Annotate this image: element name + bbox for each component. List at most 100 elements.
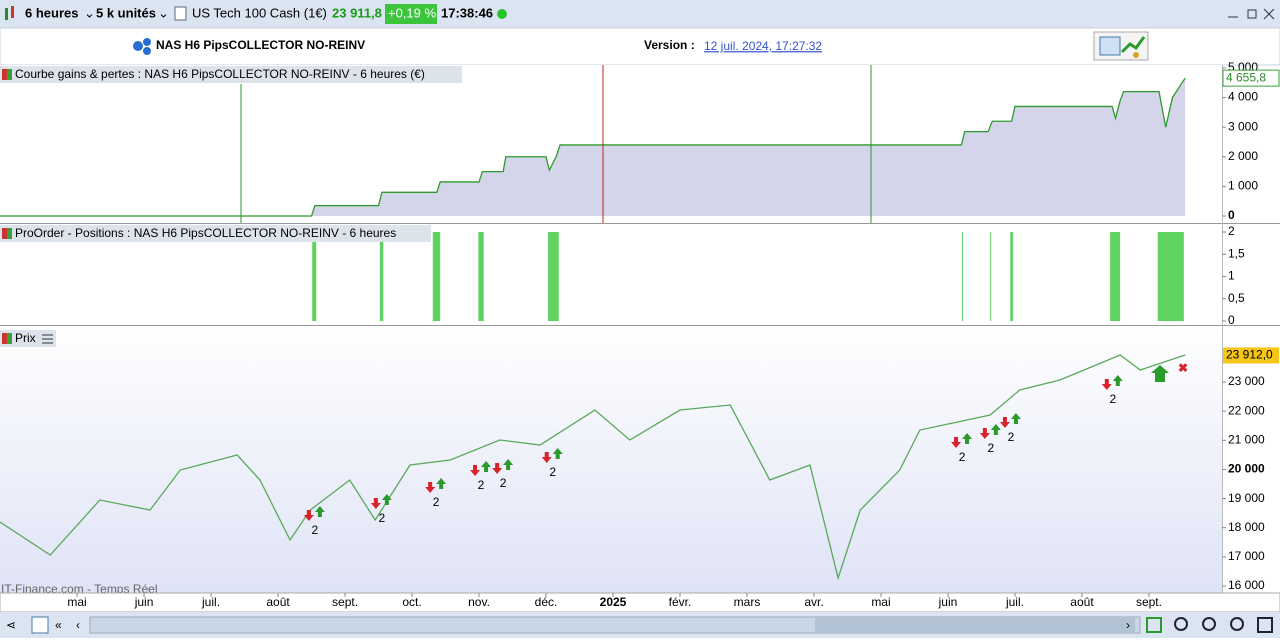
buy-arrow bbox=[990, 424, 1001, 436]
instrument[interactable]: US Tech 100 Cash (1€) bbox=[192, 5, 327, 20]
x-tick-label: août bbox=[266, 595, 290, 609]
trade: 2 bbox=[492, 459, 514, 490]
trade: 2 bbox=[541, 448, 563, 479]
x-tick-label: sept. bbox=[332, 595, 358, 609]
close-icon: ✖ bbox=[1178, 361, 1188, 375]
time: 17:38:46 bbox=[441, 5, 493, 20]
y-tick-label: 4 000 bbox=[1228, 90, 1258, 104]
sell-arrow bbox=[425, 482, 436, 494]
y-tick-label: 23 000 bbox=[1228, 374, 1265, 388]
buy-arrow bbox=[381, 494, 392, 506]
collapse-button[interactable]: « bbox=[55, 618, 62, 632]
trade-label: 2 bbox=[379, 511, 386, 525]
buy-arrow bbox=[1010, 413, 1021, 425]
trade: 2 bbox=[370, 494, 392, 525]
y-tick-label: 0,5 bbox=[1228, 291, 1245, 305]
sell-arrow bbox=[951, 437, 962, 449]
x-tick-label: sept. bbox=[1136, 595, 1162, 609]
y-tick-label: 0 bbox=[1228, 313, 1235, 327]
last-value-label: 4 655,8 bbox=[1226, 70, 1266, 84]
sell-arrow bbox=[470, 465, 481, 477]
scroll-right[interactable]: › bbox=[1126, 618, 1130, 632]
x-tick-label: mai bbox=[67, 595, 86, 609]
trade-label: 2 bbox=[549, 465, 556, 479]
dropdown-caret[interactable]: ⌄ bbox=[84, 5, 95, 20]
strategy-name: NAS H6 PipsCOLLECTOR NO-REINV bbox=[156, 38, 365, 52]
buy-arrow bbox=[503, 459, 514, 471]
sell-arrow bbox=[303, 510, 314, 522]
last-value-label: 23 912,0 bbox=[1226, 348, 1273, 362]
y-tick-label: 2 bbox=[1228, 224, 1235, 238]
trade: 2 bbox=[999, 413, 1021, 444]
trade-label: 2 bbox=[478, 478, 485, 492]
sell-arrow bbox=[999, 417, 1010, 429]
bar bbox=[1010, 232, 1013, 321]
bar bbox=[379, 232, 384, 321]
bar bbox=[1157, 232, 1184, 321]
version-label: Version : bbox=[644, 38, 695, 52]
x-tick-label: mai bbox=[871, 595, 890, 609]
sell-arrow bbox=[370, 498, 381, 510]
report-icon[interactable] bbox=[1093, 31, 1149, 61]
line bbox=[0, 354, 1186, 581]
y-tick-label: 3 000 bbox=[1228, 119, 1258, 133]
buy-arrow bbox=[1112, 375, 1123, 387]
buy-arrow bbox=[436, 478, 447, 490]
trade-label: 2 bbox=[500, 476, 507, 490]
trade: 2 bbox=[979, 424, 1001, 455]
buy-arrow bbox=[962, 433, 973, 445]
bar bbox=[432, 232, 441, 321]
timeframe-dropdown[interactable]: 6 heures bbox=[25, 5, 78, 20]
x-tick-label: 2025 bbox=[600, 595, 627, 609]
scroll-left[interactable]: ‹ bbox=[76, 618, 80, 632]
x-tick-label: juin bbox=[938, 595, 958, 609]
sell-arrow bbox=[541, 452, 552, 464]
trade-label: 2 bbox=[1109, 392, 1116, 406]
line bbox=[0, 77, 1186, 217]
title-box bbox=[0, 66, 462, 83]
legend-icon bbox=[2, 69, 7, 80]
trade: 2 bbox=[303, 506, 325, 537]
trade-label: 2 bbox=[959, 450, 966, 464]
toolbar bbox=[0, 0, 1280, 28]
version-date[interactable]: 12 juil. 2024, 17:27:32 bbox=[704, 39, 822, 53]
buy-arrow bbox=[314, 506, 325, 518]
sell-arrow bbox=[492, 463, 503, 475]
scroll-thumb[interactable] bbox=[815, 618, 1135, 632]
strategy-icon bbox=[133, 38, 151, 55]
list-button[interactable] bbox=[42, 334, 53, 344]
price: 23 911,8 bbox=[332, 5, 382, 20]
window-controls[interactable] bbox=[1228, 8, 1275, 20]
change-box bbox=[385, 4, 437, 24]
x-tick-label: févr. bbox=[669, 595, 692, 609]
x-tick-label: avr. bbox=[804, 595, 823, 609]
share-button[interactable]: ⋖ bbox=[6, 618, 16, 632]
x-tick-label: déc. bbox=[535, 595, 558, 609]
x-tick-label: juin bbox=[134, 595, 154, 609]
units-dropdown[interactable]: 5 k unités bbox=[96, 5, 156, 20]
bar bbox=[1110, 232, 1121, 321]
zoom-tools[interactable] bbox=[1146, 617, 1273, 633]
header bbox=[0, 27, 1280, 66]
trade-label: 2 bbox=[1008, 430, 1015, 444]
panel-title: Courbe gains & pertes : NAS H6 PipsCOLLE… bbox=[15, 67, 425, 81]
trade: 2 bbox=[425, 478, 447, 509]
bar bbox=[312, 232, 317, 321]
dropdown-caret[interactable]: ⌄ bbox=[158, 5, 169, 20]
legend-icon bbox=[2, 228, 7, 239]
trade-label: 2 bbox=[312, 523, 319, 537]
bar bbox=[962, 232, 964, 321]
trade: 2 bbox=[951, 433, 973, 464]
y-tick-label: 1 bbox=[1228, 269, 1235, 283]
bar bbox=[548, 232, 559, 321]
sell-arrow bbox=[1101, 379, 1112, 391]
x-tick-label: août bbox=[1070, 595, 1094, 609]
sell-arrow bbox=[979, 428, 990, 440]
price-panel bbox=[0, 326, 1222, 593]
buy-arrow bbox=[481, 461, 492, 473]
chart-button[interactable] bbox=[31, 616, 49, 634]
x-tick-label: juil. bbox=[201, 595, 220, 609]
y-tick-label: 16 000 bbox=[1228, 578, 1265, 592]
